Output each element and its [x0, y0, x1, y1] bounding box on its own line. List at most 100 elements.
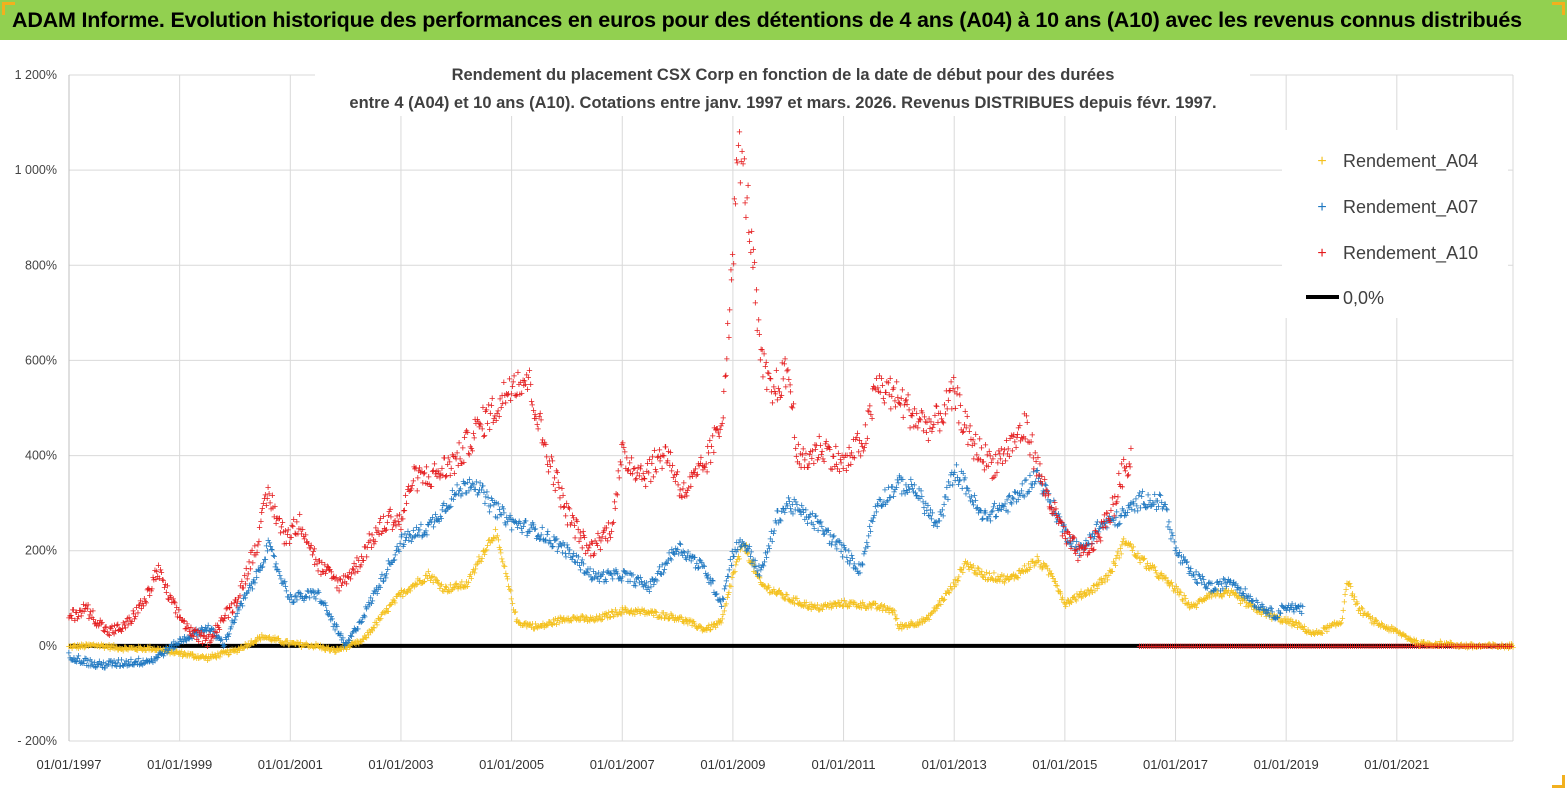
- a04-point: +: [1120, 536, 1126, 548]
- a04-point: +: [319, 643, 325, 655]
- a04-point: +: [1218, 590, 1224, 602]
- a04-point: +: [501, 561, 507, 573]
- a04-point: +: [543, 620, 549, 632]
- a04-point: +: [1201, 595, 1207, 607]
- a04-point: +: [1338, 618, 1344, 630]
- a04-point: +: [1292, 620, 1298, 632]
- a04-point: +: [987, 574, 993, 586]
- a04-point: +: [1279, 617, 1285, 629]
- a04-point: +: [189, 648, 195, 660]
- a04-point: +: [546, 617, 552, 629]
- a04-point: +: [288, 637, 294, 649]
- a10-point: +: [256, 536, 262, 548]
- a04-point: +: [1203, 593, 1209, 605]
- a04-point: +: [1302, 626, 1308, 638]
- a04-point: +: [643, 607, 649, 619]
- a07-point: +: [720, 594, 726, 606]
- gridlines: [68, 74, 1514, 742]
- a04-point: +: [165, 645, 171, 657]
- a04-point: +: [967, 559, 973, 571]
- a04-point: +: [882, 605, 888, 617]
- a04-point: +: [807, 599, 813, 611]
- a04-point: +: [296, 639, 302, 651]
- a04-point: +: [490, 532, 496, 544]
- a04-point: +: [1336, 618, 1342, 630]
- a04-point: +: [1212, 590, 1218, 602]
- a04-point: +: [702, 625, 708, 637]
- a04-point: +: [138, 643, 144, 655]
- a04-point: +: [863, 603, 869, 615]
- a04-point: +: [953, 579, 959, 591]
- a04-point: +: [88, 639, 94, 651]
- a04-point: +: [672, 612, 678, 624]
- a04-point: +: [760, 579, 766, 591]
- a04-point: +: [665, 613, 671, 625]
- a04-point: +: [1068, 597, 1074, 609]
- a04-point: +: [81, 642, 87, 654]
- a04-point: +: [1280, 616, 1286, 628]
- a04-point: +: [1327, 620, 1333, 632]
- a04-point: +: [1005, 575, 1011, 587]
- a04-point: +: [279, 638, 285, 650]
- a04-point: +: [377, 614, 383, 626]
- a04-point: +: [1048, 568, 1054, 580]
- a04-point: +: [552, 614, 558, 626]
- x-tick-label: 01/01/2001: [258, 757, 323, 772]
- a04-point: +: [332, 647, 338, 659]
- a04-point: +: [152, 645, 158, 657]
- a04-point: +: [933, 601, 939, 613]
- a04-point: +: [234, 647, 240, 659]
- a04-point: +: [1012, 570, 1018, 582]
- a04-point: +: [376, 613, 382, 625]
- a04-point: +: [479, 553, 485, 565]
- a04-point: +: [108, 641, 114, 653]
- a04-point: +: [1102, 576, 1108, 588]
- a04-point: +: [362, 632, 368, 644]
- a04-point: +: [615, 609, 621, 621]
- a04-point: +: [1156, 573, 1162, 585]
- a04-point: +: [720, 609, 726, 621]
- a04-point: +: [571, 612, 577, 624]
- a04-point: +: [608, 606, 614, 618]
- a04-point: +: [1204, 590, 1210, 602]
- a04-point: +: [1034, 551, 1040, 563]
- a04-point: +: [74, 643, 80, 655]
- a04-point: +: [1226, 590, 1232, 602]
- a04-point: +: [903, 620, 909, 632]
- a04-point: +: [269, 635, 275, 647]
- a04-point: +: [1134, 552, 1140, 564]
- a10-point: +: [469, 445, 475, 457]
- a04-point: +: [681, 617, 687, 629]
- a04-point: +: [771, 587, 777, 599]
- a04-point: +: [404, 586, 410, 598]
- a04-point: +: [1057, 586, 1063, 598]
- a04-point: +: [113, 641, 119, 653]
- a04-point: +: [84, 639, 90, 651]
- a04-point: +: [1013, 571, 1019, 583]
- a04-point: +: [818, 601, 824, 613]
- a04-point: +: [978, 569, 984, 581]
- a04-point: +: [976, 567, 982, 579]
- a04-point: +: [1143, 563, 1149, 575]
- a04-point: +: [1113, 553, 1119, 565]
- a04-point: +: [310, 642, 316, 654]
- a04-point: +: [348, 638, 354, 650]
- a04-point: +: [669, 612, 675, 624]
- a04-point: +: [994, 576, 1000, 588]
- a10-point: +: [743, 212, 749, 224]
- a04-point: +: [390, 595, 396, 607]
- a04-point: +: [1046, 565, 1052, 577]
- a04-point: +: [1205, 592, 1211, 604]
- a04-point: +: [1155, 572, 1161, 584]
- a04-point: +: [853, 599, 859, 611]
- a04-point: +: [600, 609, 606, 621]
- a04-point: +: [791, 593, 797, 605]
- a04-point: +: [1025, 558, 1031, 570]
- a04-point: +: [307, 641, 313, 653]
- a04-point: +: [452, 579, 458, 591]
- a04-point: +: [1307, 627, 1313, 639]
- a04-point: +: [1071, 592, 1077, 604]
- a04-point: +: [865, 603, 871, 615]
- a04-point: +: [528, 622, 534, 634]
- a04-point: +: [422, 570, 428, 582]
